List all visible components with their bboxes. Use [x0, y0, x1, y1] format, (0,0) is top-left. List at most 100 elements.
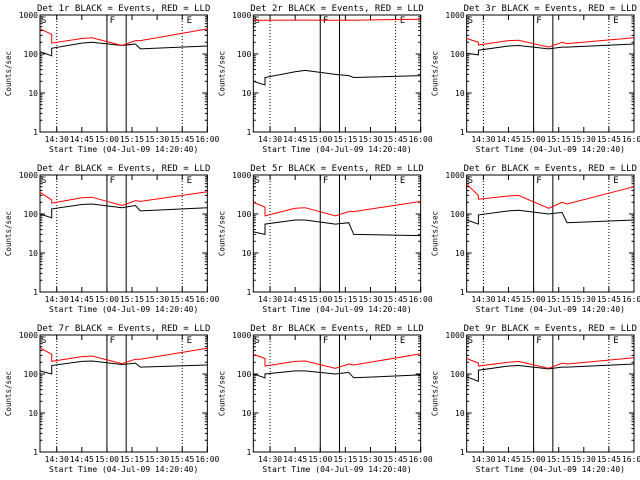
y-tick-label: 1 [460, 128, 465, 137]
lld-series-line [39, 347, 208, 365]
marker-letter: F [323, 336, 328, 346]
marker-letter: F [110, 16, 115, 26]
x-tick-label: 15:15 [547, 455, 571, 464]
marker-letter: S [254, 16, 259, 26]
detector-panel: Det 2r BLACK = Events, RED = LLD 1 10 100 10… [217, 4, 433, 154]
panel-title: Det 5r BLACK = Events, RED = LLD [250, 164, 423, 174]
detector-panel: Det 9r BLACK = Events, RED = LLD 1 10 100 10… [431, 324, 640, 474]
marker-letter: F [536, 336, 541, 346]
x-tick-label: 15:30 [145, 135, 169, 144]
x-tick-label: 15:45 [384, 455, 408, 464]
x-tick-label: 15:30 [572, 455, 596, 464]
x-tick-label: 16:00 [195, 295, 219, 304]
x-tick-label: 15:45 [170, 455, 194, 464]
x-tick-label: 15:15 [333, 295, 357, 304]
x-tick-label: 15:45 [384, 135, 408, 144]
lld-series-line [466, 183, 635, 209]
marker-letter: E [187, 16, 192, 26]
y-axis-label: Counts/sec [4, 371, 13, 416]
x-tick-label: 14:30 [45, 295, 69, 304]
marker-letter: E [613, 16, 618, 26]
y-tick-label: 10 [455, 89, 465, 98]
x-tick-label: 16:00 [409, 455, 433, 464]
marker-letter: F [536, 176, 541, 186]
x-tick-label: 15:00 [308, 135, 332, 144]
marker-letter: F [323, 16, 328, 26]
x-tick-label: 15:00 [522, 455, 546, 464]
y-tick-label: 1 [33, 288, 38, 297]
x-tick-label: 14:45 [70, 455, 94, 464]
y-tick-label: 10 [242, 89, 252, 98]
y-tick-label: 1000 [445, 331, 464, 340]
marker-letter: S [41, 176, 46, 186]
events-series-line [466, 209, 635, 225]
x-tick-label: 15:30 [145, 455, 169, 464]
y-tick-label: 1000 [19, 331, 38, 340]
detector-panel: Det 7r BLACK = Events, RED = LLD 1 10 100 10… [4, 324, 220, 474]
lld-series-line [39, 191, 208, 207]
detector-panel: Det 4r BLACK = Events, RED = LLD 1 10 100 10… [4, 164, 220, 314]
y-tick-label: 1000 [232, 171, 251, 180]
x-tick-label: 15:00 [95, 295, 119, 304]
y-tick-label: 1 [247, 128, 252, 137]
x-tick-label: 15:45 [597, 295, 621, 304]
events-series-line [253, 69, 421, 86]
y-tick-label: 10 [28, 249, 38, 258]
y-tick-label: 10 [455, 249, 465, 258]
x-tick-label: 14:30 [471, 295, 495, 304]
x-tick-label: 14:45 [496, 135, 520, 144]
x-tick-label: 15:00 [522, 295, 546, 304]
y-tick-label: 100 [237, 50, 252, 59]
y-tick-label: 100 [237, 370, 252, 379]
x-tick-label: 16:00 [622, 455, 640, 464]
x-tick-label: 15:45 [170, 135, 194, 144]
events-series-line [39, 360, 208, 375]
y-tick-label: 10 [28, 409, 38, 418]
marker-letter: E [187, 176, 192, 186]
panel-title: Det 4r BLACK = Events, RED = LLD [37, 164, 210, 174]
panel-title: Det 9r BLACK = Events, RED = LLD [464, 324, 637, 334]
marker-letter: S [41, 16, 46, 26]
x-tick-label: 14:30 [45, 455, 69, 464]
plot-frame [466, 14, 635, 133]
events-series-line [253, 370, 421, 379]
detector-panel: Det 3r BLACK = Events, RED = LLD 1 10 100 10… [431, 4, 640, 154]
x-tick-label: 16:00 [409, 135, 433, 144]
marker-letter: E [187, 336, 192, 346]
y-tick-label: 100 [24, 210, 39, 219]
marker-letter: F [110, 336, 115, 346]
panel-title: Det 7r BLACK = Events, RED = LLD [37, 324, 210, 334]
x-tick-label: 14:45 [70, 135, 94, 144]
lld-series-line [466, 37, 635, 48]
y-tick-label: 1 [33, 448, 38, 457]
y-axis-label: Counts/sec [4, 51, 13, 96]
x-tick-label: 15:30 [358, 135, 382, 144]
events-series-line [39, 203, 208, 219]
lld-series-line [466, 357, 635, 369]
panel-title: Det 2r BLACK = Events, RED = LLD [250, 4, 423, 14]
y-tick-label: 1000 [232, 331, 251, 340]
marker-letter: E [400, 336, 405, 346]
x-tick-label: 15:00 [308, 295, 332, 304]
x-tick-label: 14:45 [283, 455, 307, 464]
x-tick-label: 14:45 [496, 295, 520, 304]
x-tick-label: 15:45 [597, 455, 621, 464]
y-axis-label: Counts/sec [4, 211, 13, 256]
detector-panel: Det 6r BLACK = Events, RED = LLD 1 10 100 10… [431, 164, 640, 314]
y-tick-label: 1 [247, 448, 252, 457]
x-tick-label: 14:30 [471, 455, 495, 464]
x-tick-label: 14:45 [283, 135, 307, 144]
x-tick-label: 15:15 [333, 455, 357, 464]
marker-letter: S [41, 336, 46, 346]
events-series-line [39, 41, 208, 57]
x-tick-label: 15:30 [358, 295, 382, 304]
x-tick-label: 14:30 [258, 295, 282, 304]
marker-letter: S [468, 176, 473, 186]
y-tick-label: 1000 [232, 11, 251, 20]
x-axis-label: Start Time (04-Jul-09 14:20:40) [476, 465, 625, 474]
events-series-line [466, 363, 635, 383]
panel-title: Det 3r BLACK = Events, RED = LLD [464, 4, 637, 14]
y-tick-label: 1000 [445, 171, 464, 180]
y-tick-label: 1000 [445, 11, 464, 20]
x-tick-label: 16:00 [195, 455, 219, 464]
